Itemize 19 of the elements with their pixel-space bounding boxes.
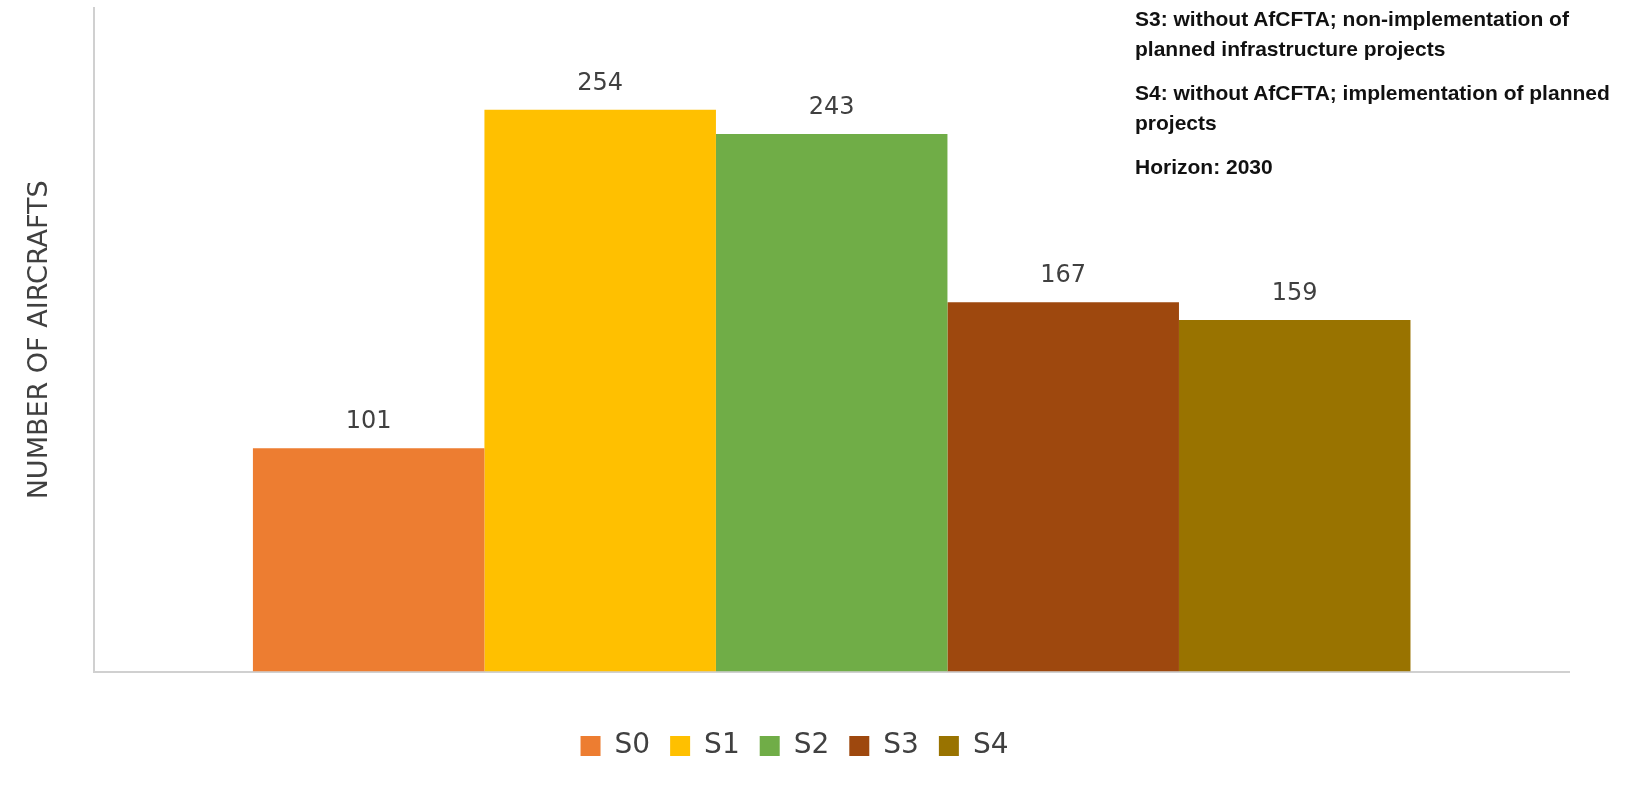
- bar: [252, 448, 485, 672]
- text: S3: without AfCFTA; non-implementation of planned infrastructure projects: [1135, 6, 1570, 62]
- data-label: 101: [345, 406, 392, 435]
- data-label: 159: [1271, 278, 1318, 307]
- data-label: 167: [1040, 260, 1087, 289]
- legend-label: S3: [883, 727, 919, 761]
- y-axis-title: NUMBER OF AIRCRAFTS: [22, 180, 54, 500]
- data-label: 254: [577, 67, 624, 96]
- bar: [484, 109, 716, 672]
- annotation: S4: without AfCFTA; implementation of planned projects: [1135, 80, 1611, 136]
- bar: [1178, 319, 1411, 672]
- legend-label: S2: [793, 727, 830, 761]
- legend-label: S4: [972, 727, 1009, 761]
- legend-label: S0: [614, 727, 651, 761]
- data-label: 243: [808, 92, 855, 121]
- annotation: Horizon: 2030: [1135, 154, 1274, 180]
- bar: [947, 302, 1179, 672]
- bar: [715, 134, 948, 672]
- legend-label: S1: [704, 727, 740, 761]
